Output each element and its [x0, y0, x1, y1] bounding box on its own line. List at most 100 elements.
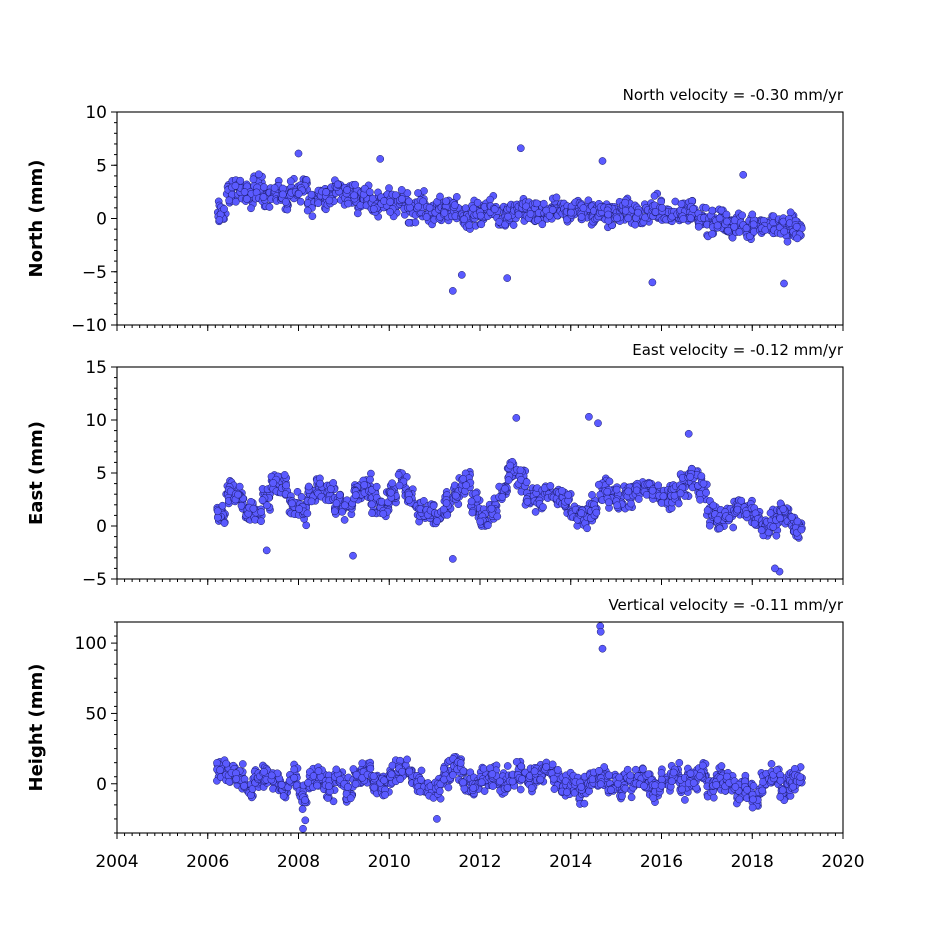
- data-point: [594, 480, 603, 489]
- data-point: [677, 200, 686, 208]
- data-point: [449, 771, 457, 779]
- data-point: [699, 479, 708, 488]
- data-point: [614, 779, 622, 788]
- data-point: [216, 766, 224, 774]
- y-tick-label: 15: [85, 358, 107, 378]
- data-point: [467, 497, 476, 506]
- data-point: [263, 501, 271, 510]
- data-point: [748, 803, 757, 812]
- data-point: [330, 507, 339, 516]
- data-point: [435, 787, 444, 796]
- x-tick-label: 2010: [368, 852, 411, 872]
- data-point: [322, 188, 330, 196]
- data-point: [259, 193, 268, 201]
- data-point: [249, 504, 258, 513]
- data-point: [675, 758, 684, 767]
- data-point: [705, 521, 714, 530]
- data-point: [659, 492, 668, 501]
- data-point: [286, 177, 295, 186]
- data-point: [366, 475, 374, 484]
- data-point: [539, 199, 548, 208]
- data-point: [477, 220, 486, 229]
- data-point: [503, 784, 512, 792]
- data-point: [314, 767, 323, 775]
- data-point: [484, 521, 492, 530]
- data-point: [234, 490, 242, 499]
- data-point: [243, 195, 251, 203]
- data-point: [689, 779, 698, 787]
- data-point: [570, 789, 579, 797]
- data-point: [605, 477, 614, 486]
- y-tick-label: 5: [96, 156, 107, 176]
- data-point: [717, 762, 726, 770]
- data-point: [493, 512, 502, 521]
- data-point: [780, 279, 788, 288]
- data-point: [397, 186, 406, 194]
- data-points-east: [213, 412, 806, 576]
- axes-frame-east: [116, 366, 844, 580]
- data-point: [735, 228, 744, 236]
- x-tick-label: 2006: [186, 852, 229, 872]
- data-point: [701, 204, 710, 212]
- data-point: [290, 765, 298, 774]
- data-point: [369, 205, 378, 213]
- data-point: [532, 199, 541, 208]
- data-point: [689, 205, 698, 213]
- data-point: [731, 783, 740, 791]
- data-point: [549, 774, 558, 783]
- data-point: [213, 507, 222, 516]
- data-point: [294, 190, 303, 198]
- data-point: [787, 513, 796, 521]
- data-point: [398, 195, 406, 203]
- data-point: [416, 787, 425, 796]
- data-point: [607, 786, 615, 794]
- y-tick-label: 0: [96, 775, 107, 795]
- data-point: [391, 191, 400, 199]
- data-point: [553, 765, 562, 774]
- data-point: [301, 796, 309, 804]
- data-point: [503, 762, 512, 770]
- data-point: [678, 785, 686, 794]
- data-point: [757, 526, 766, 535]
- data-point: [405, 496, 413, 504]
- data-point: [797, 525, 806, 534]
- data-point: [737, 496, 746, 505]
- data-point: [786, 208, 795, 217]
- data-point: [351, 780, 360, 788]
- data-point: [333, 180, 342, 189]
- data-point: [758, 786, 767, 795]
- data-point: [417, 775, 425, 784]
- data-point: [598, 157, 607, 165]
- data-point: [419, 197, 427, 206]
- data-point: [304, 482, 313, 491]
- data-point: [618, 792, 626, 800]
- data-point: [296, 197, 305, 206]
- data-point: [516, 785, 525, 794]
- data-point: [270, 184, 279, 192]
- data-point: [669, 768, 678, 777]
- data-point: [713, 221, 722, 230]
- data-point: [380, 776, 388, 785]
- data-point: [504, 476, 513, 485]
- data-point: [465, 221, 474, 230]
- data-point: [387, 488, 395, 497]
- data-point: [313, 781, 321, 790]
- data-point: [621, 206, 630, 215]
- data-point: [615, 773, 624, 782]
- data-point: [583, 524, 591, 533]
- data-point: [648, 486, 657, 495]
- data-point: [514, 210, 523, 219]
- data-point: [517, 762, 526, 771]
- data-point: [405, 197, 413, 206]
- y-axis-label-east: East (mm): [26, 421, 47, 525]
- data-point: [531, 508, 540, 516]
- data-point: [388, 479, 396, 488]
- data-point: [624, 214, 633, 223]
- data-point: [709, 501, 718, 510]
- data-point: [396, 775, 405, 784]
- y-tick-label: −10: [71, 316, 107, 336]
- data-point: [696, 495, 704, 504]
- velocity-title-height: Vertical velocity = -0.11 mm/yr: [608, 596, 843, 614]
- data-point: [344, 199, 353, 208]
- data-point: [793, 234, 802, 243]
